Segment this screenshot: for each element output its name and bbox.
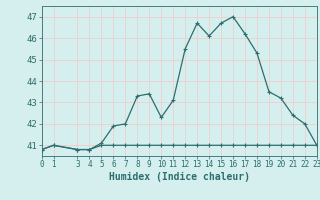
X-axis label: Humidex (Indice chaleur): Humidex (Indice chaleur) xyxy=(109,172,250,182)
